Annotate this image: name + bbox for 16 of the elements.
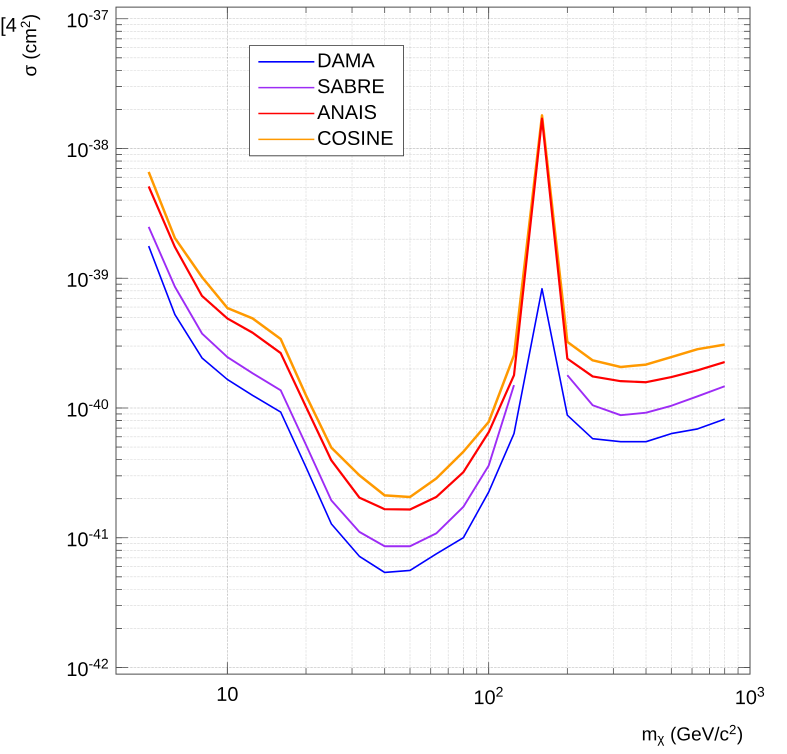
legend-label: ANAIS <box>317 105 376 120</box>
y-axis-title: σ (cm$^{2}$) <box>20 15 40 76</box>
x-tick-label: 10$^{2}$ <box>474 686 503 704</box>
text: [4 <box>2 17 16 36</box>
x-axis-title: m$_{χ}$ (GeV/c$^{2}$) <box>642 724 742 746</box>
y-tick-label: 10$^{-39}$ <box>68 270 108 287</box>
y-tick-label: 10$^{-38}$ <box>68 140 108 158</box>
y-tick-label: 10$^{-41}$ <box>68 529 108 546</box>
legend-label: SABRE <box>318 79 384 94</box>
y-tick-label: 10$^{-37}$ <box>68 10 108 28</box>
y-tick-label: 10$^{-42}$ <box>68 658 108 676</box>
legend-label: DAMA <box>318 53 375 68</box>
legend-label: COSINE <box>318 130 393 146</box>
x-tick-label: 10$^{3}$ <box>736 686 764 704</box>
y-tick-label: 10$^{-40}$ <box>68 399 108 417</box>
x-tick-label: 10 <box>218 686 238 702</box>
